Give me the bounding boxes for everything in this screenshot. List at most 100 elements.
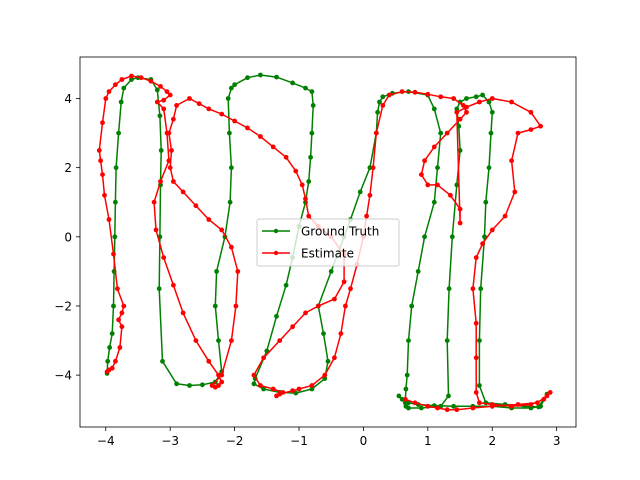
legend-box [256,218,400,267]
data-point [477,383,482,388]
data-point [488,130,494,136]
data-point [480,92,485,98]
data-point [373,130,379,136]
data-point [464,104,469,110]
data-point [444,407,450,413]
legend: Ground Truth Estimate [256,218,400,267]
data-point [402,396,408,402]
data-point [528,109,534,115]
legend-label-estimate: Estimate [301,247,354,261]
data-point [306,213,312,219]
data-point [227,199,233,205]
data-point [161,106,167,112]
data-point [431,199,437,205]
data-point [148,78,154,84]
data-point [364,213,369,219]
data-point [167,92,173,98]
data-point [151,199,157,205]
data-point [457,206,463,212]
data-point [209,383,215,388]
x-tick-label: −1 [290,434,308,448]
data-point [380,103,386,108]
data-point [121,85,127,91]
data-point [290,388,295,394]
data-point [219,379,225,385]
data-point [166,158,172,164]
data-point [100,120,105,126]
data-point [227,130,232,136]
data-point [451,96,456,101]
data-point [431,144,437,150]
data-point [454,407,460,413]
data-point [343,303,348,309]
y-tick-label: 4 [64,92,72,106]
data-point [528,402,534,407]
data-point [446,286,452,292]
data-point [535,400,540,406]
data-point [515,402,521,407]
data-point [396,393,402,399]
data-point [105,358,111,364]
x-axis: −4 −3 −2 −1 0 1 2 3 [97,427,561,448]
data-point [367,192,373,198]
data-point [156,286,162,292]
data-point [206,217,212,222]
data-point [158,148,164,153]
data-point [306,179,312,184]
legend-marker-ground-truth [273,228,279,234]
data-point [293,168,299,174]
data-point [509,403,514,409]
data-point [470,286,476,292]
data-point [174,103,180,108]
data-point [116,130,121,136]
data-point [515,130,521,136]
data-point [457,148,463,153]
data-point [161,97,167,103]
data-point [290,80,295,86]
data-point [109,365,115,371]
data-point [325,358,331,364]
data-point [96,148,102,153]
data-point [129,77,134,82]
data-point [332,296,337,302]
data-point [403,386,409,392]
y-tick-label: 2 [64,161,72,175]
x-tick-label: 3 [553,434,561,448]
data-point [483,199,489,205]
data-point [251,381,257,387]
data-point [111,303,116,309]
data-point [245,125,250,131]
data-point [454,109,460,115]
data-point [375,109,380,115]
data-point [232,82,238,88]
data-point [193,203,199,209]
data-point [431,106,437,112]
data-point [121,303,127,309]
data-point [404,372,410,378]
data-point [171,179,176,184]
data-point [486,99,492,105]
y-axis: −4 −2 0 2 4 [54,92,80,383]
data-point [106,217,112,222]
series-markers-ground-truth [104,72,550,411]
legend-label-ground-truth: Ground Truth [301,225,379,239]
data-point [106,89,112,94]
data-point [102,192,107,198]
x-tick-label: 2 [488,434,496,448]
data-point [119,77,125,82]
y-tick-label: −4 [54,369,72,383]
data-point [258,383,263,388]
data-point [107,345,112,350]
data-point [473,390,479,395]
data-point [386,92,392,98]
data-point [200,382,205,388]
data-point [512,189,518,195]
data-point [187,383,192,388]
data-point [547,390,553,395]
data-point [438,94,444,100]
data-point [232,118,238,124]
data-point [412,400,418,406]
data-point [233,303,239,309]
data-point [357,189,363,195]
